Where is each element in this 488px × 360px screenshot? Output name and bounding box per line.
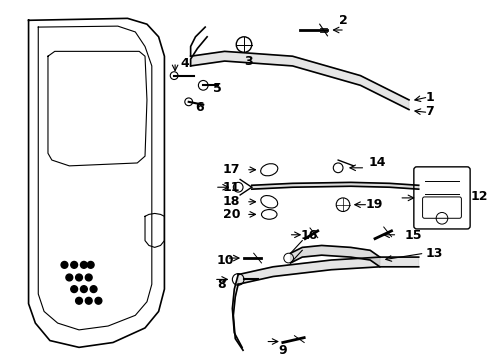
Text: 13: 13 bbox=[425, 247, 442, 260]
Text: 11: 11 bbox=[222, 181, 240, 194]
Text: 2: 2 bbox=[338, 14, 347, 27]
Circle shape bbox=[85, 274, 92, 281]
Text: 19: 19 bbox=[365, 198, 382, 211]
Text: 15: 15 bbox=[403, 229, 421, 242]
Text: 8: 8 bbox=[216, 278, 225, 291]
Text: 12: 12 bbox=[469, 190, 487, 203]
Circle shape bbox=[81, 261, 87, 268]
Circle shape bbox=[90, 286, 97, 293]
Polygon shape bbox=[290, 246, 379, 267]
Text: 5: 5 bbox=[212, 82, 221, 95]
Polygon shape bbox=[238, 257, 418, 284]
Circle shape bbox=[71, 261, 78, 268]
Circle shape bbox=[71, 286, 78, 293]
Circle shape bbox=[76, 297, 82, 304]
Circle shape bbox=[66, 274, 73, 281]
Text: 7: 7 bbox=[425, 105, 433, 118]
Text: 20: 20 bbox=[222, 208, 240, 221]
Text: 1: 1 bbox=[425, 91, 433, 104]
Text: 3: 3 bbox=[244, 55, 252, 68]
Circle shape bbox=[76, 274, 82, 281]
Text: 18: 18 bbox=[222, 195, 240, 208]
Polygon shape bbox=[232, 275, 243, 350]
Polygon shape bbox=[190, 51, 408, 109]
Circle shape bbox=[87, 261, 94, 268]
Circle shape bbox=[95, 297, 102, 304]
Text: 16: 16 bbox=[300, 229, 317, 242]
Circle shape bbox=[85, 297, 92, 304]
Text: 17: 17 bbox=[222, 163, 240, 176]
Circle shape bbox=[81, 286, 87, 293]
Circle shape bbox=[61, 261, 68, 268]
Polygon shape bbox=[251, 183, 418, 189]
Text: 9: 9 bbox=[277, 344, 286, 357]
Text: 6: 6 bbox=[195, 101, 203, 114]
Text: 4: 4 bbox=[181, 57, 189, 69]
Text: 10: 10 bbox=[216, 253, 234, 266]
Text: 14: 14 bbox=[367, 157, 385, 170]
